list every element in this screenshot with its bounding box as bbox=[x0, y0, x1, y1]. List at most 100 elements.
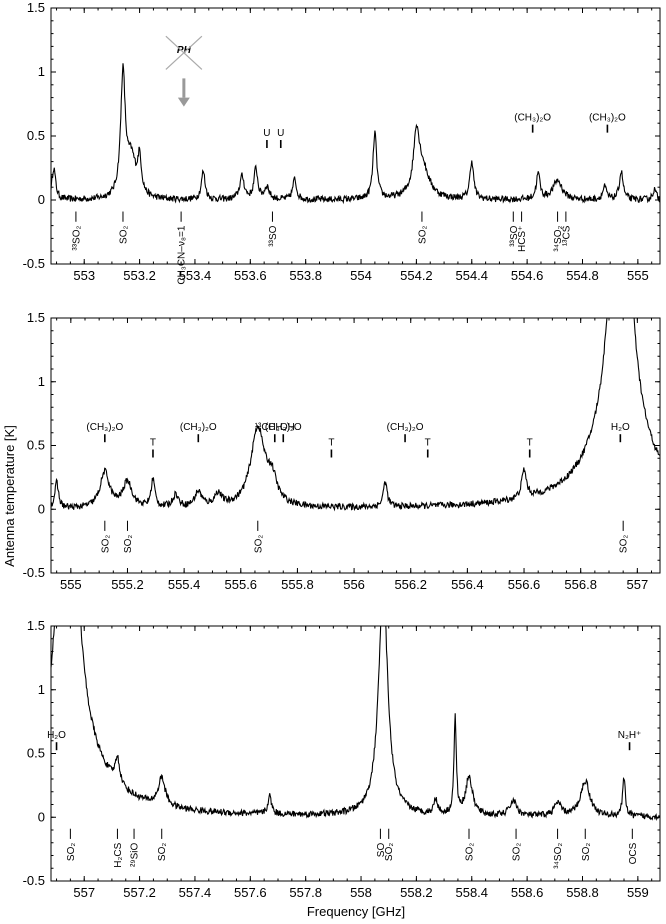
panel-1: -0.5 0 0.5 1 1.5 553 553.2 553.4 553.6 553.8 554 55… bbox=[23, 0, 661, 285]
annotation-label: ³⁴SO₂ bbox=[553, 225, 564, 251]
x-tick-label: 556.6 bbox=[508, 577, 541, 592]
x-tick-label: 554.2 bbox=[400, 268, 433, 283]
y-tick-label: 1.5 bbox=[27, 618, 45, 633]
panels: -0.5 0 0.5 1 1.5 553 553.2 553.4 553.6 553.8 554 55… bbox=[23, 0, 661, 900]
annotation-label: HCS⁺ bbox=[517, 226, 528, 252]
x-tick-label: 558.4 bbox=[455, 885, 488, 900]
x-tick-label: 557 bbox=[626, 577, 648, 592]
annotation-label: (CH₃)₂O bbox=[387, 422, 424, 433]
annotation-label: OCS bbox=[628, 842, 639, 864]
x-tick-label: 553.2 bbox=[123, 268, 156, 283]
annotation-label: N₂H⁺ bbox=[618, 730, 642, 741]
annotation-label: ³³SO bbox=[509, 225, 520, 246]
x-tick-label: 553.4 bbox=[179, 268, 212, 283]
x-tick-label: 558.6 bbox=[511, 885, 544, 900]
annotation-label: SO₂ bbox=[619, 535, 630, 553]
annotation-label: T bbox=[425, 438, 431, 449]
annotation-label: SO₂ bbox=[384, 843, 395, 861]
annotation-label: (CH₃)₂O bbox=[265, 422, 302, 433]
x-tick-label: 555.6 bbox=[225, 577, 258, 592]
x-tick-label: 555.4 bbox=[168, 577, 201, 592]
panel-3: -0.5 0 0.5 1 1.5 557 557.2 557.4 557.6 557.8 558 55… bbox=[23, 618, 661, 900]
x-tick-label: 557.2 bbox=[123, 885, 156, 900]
y-axis-title: Antenna temperature [K] bbox=[2, 425, 17, 567]
x-tick-label: 557.4 bbox=[179, 885, 212, 900]
y-tick-label: 1 bbox=[38, 682, 45, 697]
y-tick-label: 0 bbox=[38, 809, 45, 824]
x-tick-label: 558 bbox=[350, 885, 372, 900]
x-tick-label: 558.8 bbox=[566, 885, 599, 900]
annotation-label: ³⁴SO₂ bbox=[553, 843, 564, 869]
y-tick-label: 0 bbox=[38, 192, 45, 207]
x-tick-label: 556.2 bbox=[394, 577, 427, 592]
annotation-label: ¹³CS bbox=[561, 225, 572, 246]
annotation-label: PH bbox=[177, 45, 192, 56]
annotation-label: ³³SO₂ bbox=[71, 225, 82, 250]
annotation-label: SO bbox=[376, 843, 387, 858]
annotation-label: H₂O bbox=[47, 730, 66, 741]
x-tick-label: 554.8 bbox=[566, 268, 599, 283]
annotation-label: ³³SO bbox=[268, 225, 279, 246]
x-tick-label: 555.2 bbox=[111, 577, 144, 592]
annotation-label: SO₂ bbox=[157, 843, 168, 861]
x-tick-label: 556.4 bbox=[451, 577, 484, 592]
spectrum-line bbox=[51, 626, 660, 822]
arrow-head bbox=[177, 97, 190, 107]
x-tick-label: 553.6 bbox=[234, 268, 267, 283]
y-tick-label: 1 bbox=[38, 374, 45, 389]
annotation-label: H₂CS bbox=[113, 842, 124, 867]
x-tick-label: 559 bbox=[627, 885, 649, 900]
x-tick-label: 555 bbox=[627, 268, 649, 283]
annotation-label: ²⁹SiO bbox=[130, 843, 141, 868]
x-tick-label: 556.8 bbox=[564, 577, 597, 592]
x-tick-label: 553.8 bbox=[289, 268, 322, 283]
annotation-label: U bbox=[277, 128, 284, 139]
annotation-label: SO₂ bbox=[464, 843, 475, 861]
x-tick-label: 557.6 bbox=[234, 885, 267, 900]
x-tick-label: 556 bbox=[343, 577, 365, 592]
y-tick-label: 0 bbox=[38, 501, 45, 516]
y-tick-label: 1.5 bbox=[27, 0, 45, 15]
x-tick-label: 555.8 bbox=[281, 577, 314, 592]
x-tick-label: 555 bbox=[60, 577, 82, 592]
annotation-label: SO₂ bbox=[66, 843, 77, 861]
y-tick-label: 1.5 bbox=[27, 310, 45, 325]
annotation-label: SO₂ bbox=[581, 843, 592, 861]
annotation-label: ¹³CH₃OH bbox=[255, 422, 295, 433]
y-tick-label: 0.5 bbox=[27, 746, 45, 761]
x-tick-label: 558.2 bbox=[400, 885, 433, 900]
annotation-label: (CH₃)₂O bbox=[180, 422, 217, 433]
annotation-label: SO₂ bbox=[512, 843, 523, 861]
annotation-label: SO₂ bbox=[123, 535, 134, 553]
y-tick-label: -0.5 bbox=[23, 565, 45, 580]
panel-2: -0.5 0 0.5 1 1.5 555 555.2 555.4 555.6 555.8 556 55… bbox=[23, 310, 661, 592]
y-tick-label: 1 bbox=[38, 64, 45, 79]
annotation-label: T bbox=[150, 438, 156, 449]
annotation-label: (CH₃)₂O bbox=[86, 422, 123, 433]
annotation-label: T bbox=[328, 438, 334, 449]
annotation-label: (CH₃)₂O bbox=[514, 113, 551, 124]
x-tick-label: 557.8 bbox=[289, 885, 322, 900]
y-tick-label: 0.5 bbox=[27, 438, 45, 453]
y-tick-label: 0.5 bbox=[27, 128, 45, 143]
spectrum-line bbox=[51, 318, 660, 512]
y-tick-label: -0.5 bbox=[23, 256, 45, 271]
x-tick-label: 557 bbox=[73, 885, 95, 900]
spectrum-line bbox=[51, 63, 660, 205]
annotation-label: U bbox=[263, 128, 270, 139]
annotation-label: CH₃CN–ν₈=1 bbox=[177, 225, 188, 285]
x-tick-label: 554 bbox=[350, 268, 372, 283]
y-tick-label: -0.5 bbox=[23, 873, 45, 888]
x-tick-label: 553 bbox=[73, 268, 95, 283]
annotation-label: SO₂ bbox=[253, 535, 264, 553]
annotation-label: H₂O bbox=[611, 422, 630, 433]
x-tick-label: 554.6 bbox=[511, 268, 544, 283]
x-tick-label: 554.4 bbox=[455, 268, 488, 283]
annotation-label: T bbox=[527, 438, 533, 449]
annotation-label: SO₂ bbox=[100, 535, 111, 553]
annotation-label: (CH₃)₂O bbox=[589, 113, 626, 124]
annotation-label: SO₂ bbox=[417, 225, 428, 243]
annotation-label: SO₂ bbox=[118, 225, 129, 243]
